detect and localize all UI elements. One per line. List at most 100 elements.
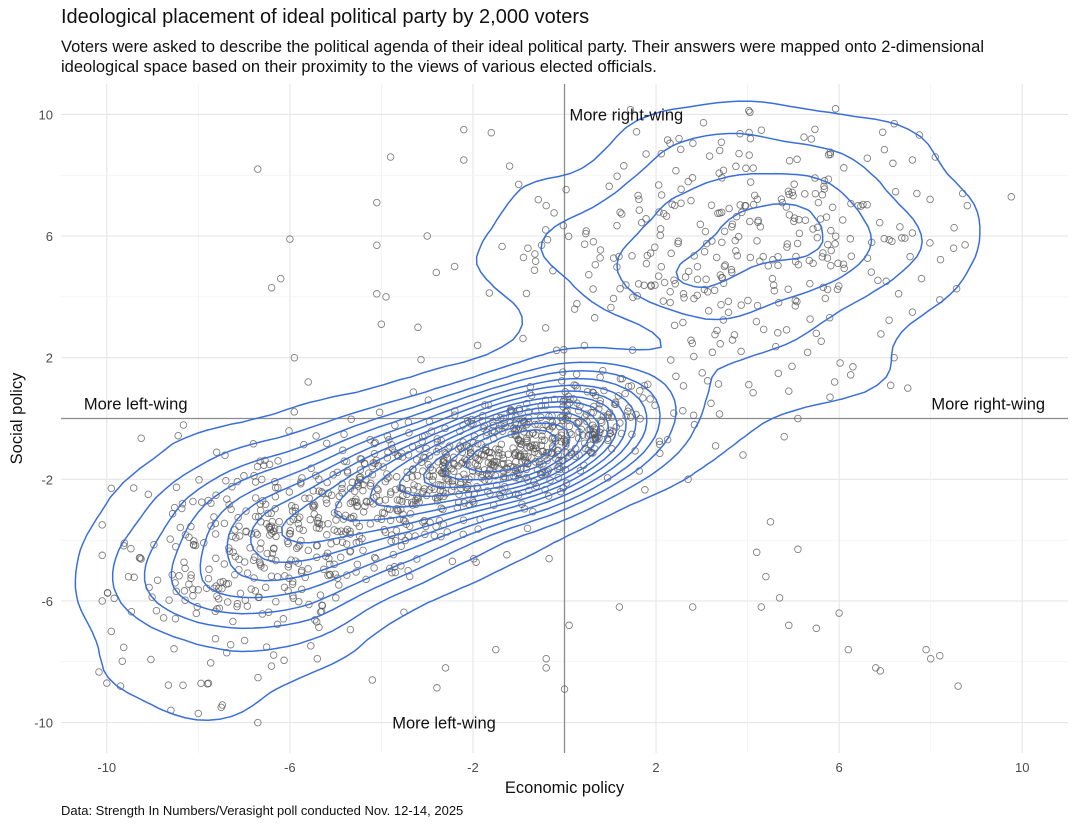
data-point — [677, 185, 685, 193]
data-point — [392, 473, 401, 481]
data-point — [831, 105, 840, 113]
data-point — [341, 511, 350, 520]
data-point — [330, 509, 339, 517]
data-point — [675, 134, 683, 143]
data-point — [350, 487, 359, 496]
data-point — [421, 530, 429, 539]
data-point — [174, 431, 182, 440]
data-point — [823, 285, 832, 294]
data-point — [746, 178, 755, 186]
data-point — [318, 520, 326, 529]
data-point — [805, 256, 814, 265]
data-point — [684, 177, 692, 186]
data-point — [176, 523, 185, 532]
data-point — [715, 410, 724, 418]
data-point — [963, 201, 972, 210]
data-point — [739, 451, 747, 459]
data-point — [766, 518, 775, 526]
annotation-label: More right-wing — [570, 106, 684, 124]
data-point — [130, 573, 138, 582]
data-point — [614, 392, 623, 400]
data-point — [338, 489, 346, 497]
data-point — [181, 564, 189, 573]
data-point — [205, 565, 213, 574]
data-point — [807, 135, 816, 143]
data-point — [540, 436, 549, 444]
data-point — [220, 560, 229, 568]
data-point — [283, 537, 292, 545]
data-point — [435, 480, 443, 489]
data-point — [381, 496, 390, 504]
density-contour-line — [143, 172, 873, 630]
data-point — [322, 495, 330, 504]
annotation-label: More right-wing — [931, 395, 1045, 413]
data-point — [532, 482, 540, 490]
data-point — [229, 548, 237, 556]
data-point — [312, 432, 320, 440]
data-point — [555, 457, 563, 465]
data-point — [628, 252, 636, 260]
data-point — [428, 466, 437, 475]
data-point — [495, 465, 503, 473]
data-point — [124, 572, 133, 581]
data-point — [432, 268, 441, 277]
density-contour-line — [226, 384, 637, 582]
data-point — [654, 181, 663, 189]
data-point — [457, 459, 466, 468]
data-point — [756, 223, 765, 231]
density-contour-line — [281, 395, 618, 544]
data-point — [582, 229, 590, 238]
data-point — [466, 452, 474, 460]
data-point — [373, 241, 381, 249]
data-point — [286, 526, 295, 535]
data-point — [720, 227, 729, 236]
data-point — [197, 498, 206, 506]
data-point — [544, 492, 553, 500]
data-point — [497, 440, 506, 449]
data-point — [263, 549, 271, 558]
data-point — [299, 526, 307, 535]
data-point — [212, 491, 220, 499]
data-point — [359, 546, 367, 555]
data-point — [137, 555, 145, 563]
data-point — [211, 530, 220, 538]
data-point — [672, 372, 680, 381]
data-point — [262, 520, 271, 528]
y-tick-label: -10 — [34, 716, 53, 731]
y-tick-label: 10 — [39, 107, 53, 122]
data-point — [651, 243, 659, 251]
data-point — [785, 211, 794, 219]
data-point — [548, 422, 557, 430]
data-point — [254, 673, 262, 682]
data-point — [847, 252, 856, 260]
data-point — [632, 128, 641, 136]
data-point — [190, 537, 198, 545]
data-point — [519, 452, 528, 461]
data-point — [670, 409, 678, 417]
data-point — [656, 231, 665, 240]
data-point — [734, 232, 743, 241]
data-point — [830, 378, 839, 386]
data-point — [746, 217, 754, 226]
data-point — [164, 681, 173, 689]
data-point — [240, 636, 249, 645]
data-point — [527, 454, 536, 462]
data-point — [305, 600, 313, 609]
data-point — [332, 594, 340, 602]
data-point — [353, 502, 361, 511]
data-point — [732, 247, 740, 255]
data-point — [204, 679, 213, 688]
data-point — [532, 444, 540, 453]
data-point — [542, 664, 550, 672]
data-point — [813, 233, 822, 242]
data-point — [370, 449, 379, 458]
data-point — [137, 434, 145, 442]
data-point — [828, 203, 837, 212]
data-point — [774, 369, 783, 378]
data-point — [615, 252, 623, 261]
y-axis-title: Social policy — [8, 372, 26, 464]
data-point — [637, 218, 646, 227]
data-point — [785, 621, 793, 630]
data-point — [901, 234, 909, 242]
data-point — [425, 452, 434, 460]
